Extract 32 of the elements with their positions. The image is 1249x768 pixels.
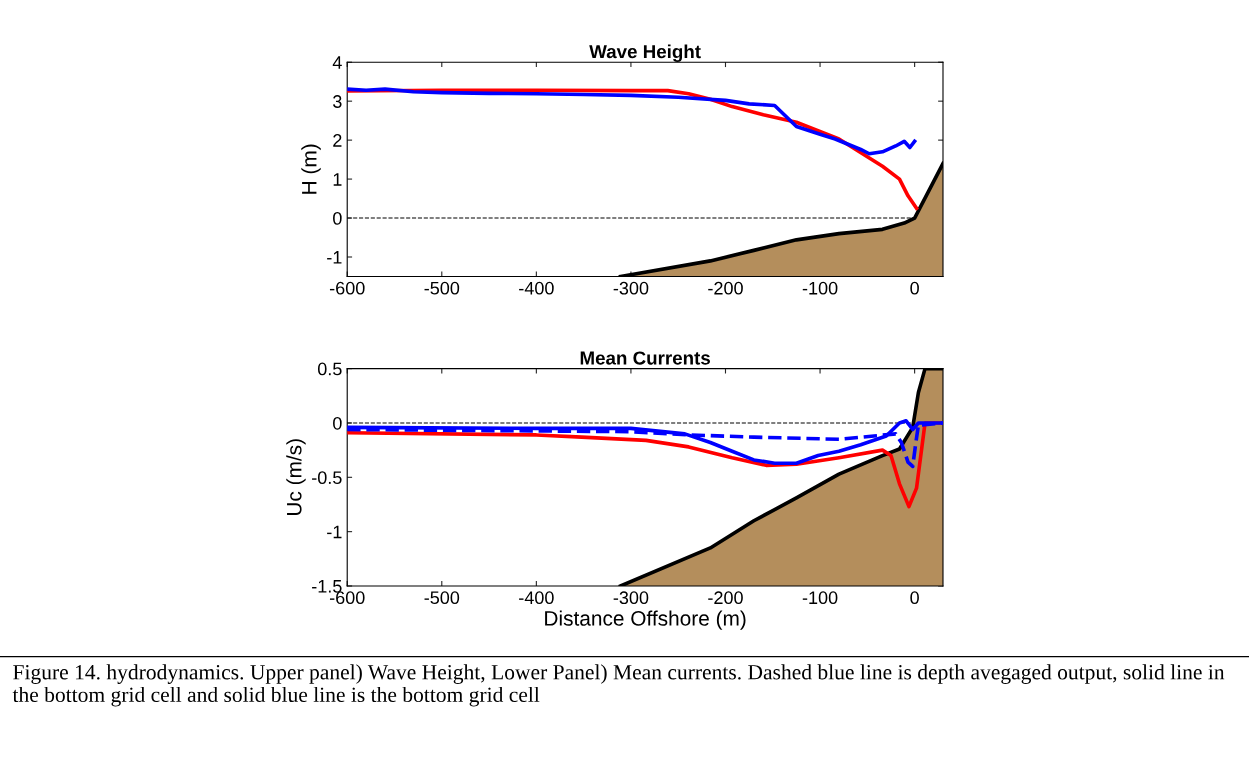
chart-title: Mean Currents — [580, 351, 710, 365]
x-tick-label: -400 — [519, 281, 554, 295]
x-tick-label: 0 — [910, 281, 919, 295]
y-tick-label: 2 — [333, 134, 342, 147]
x-axis-title: Distance Offshore (m) — [545, 610, 746, 630]
caption: Figure 14. hydrodynamics. Upper panel) Wave Height, Lower Panel) Mean currents. Dashed blue line is depth avegaged output, solid line in the bottom grid cell and solid blue line is the bottom grid cell — [12, 664, 1225, 707]
y-axis-title: Uc (m/s) — [286, 439, 306, 516]
x-tick-label: 0 — [910, 591, 919, 605]
y-tick-label: -0.5 — [312, 471, 342, 485]
x-tick-label: -300 — [613, 281, 649, 295]
x-tick-label: -400 — [519, 591, 554, 605]
x-tick-label: -200 — [708, 281, 743, 295]
y-tick-label: 0 — [333, 211, 342, 225]
y-tick-label: -1.5 — [312, 580, 342, 593]
x-tick-label: -300 — [613, 591, 649, 605]
y-tick-label: -1 — [327, 525, 342, 539]
x-tick-label: -100 — [802, 591, 838, 605]
x-tick-label: -200 — [708, 591, 743, 605]
y-tick-label: 0 — [333, 416, 342, 430]
y-tick-label: 3 — [333, 95, 342, 108]
y-tick-label: 0.5 — [317, 362, 342, 376]
y-axis-title: H (m) — [301, 144, 321, 194]
x-tick-label: -100 — [802, 281, 838, 295]
chart-title: Wave Height — [589, 44, 701, 63]
x-tick-label: -600 — [329, 281, 365, 295]
x-tick-label: -500 — [424, 281, 460, 295]
y-tick-label: -1 — [327, 251, 342, 264]
line-series — [347, 87, 917, 156]
x-tick-label: -500 — [424, 591, 460, 605]
y-tick-label: 4 — [332, 56, 342, 69]
y-tick-label: 1 — [333, 173, 342, 186]
x-tick-label: -600 — [329, 591, 365, 605]
